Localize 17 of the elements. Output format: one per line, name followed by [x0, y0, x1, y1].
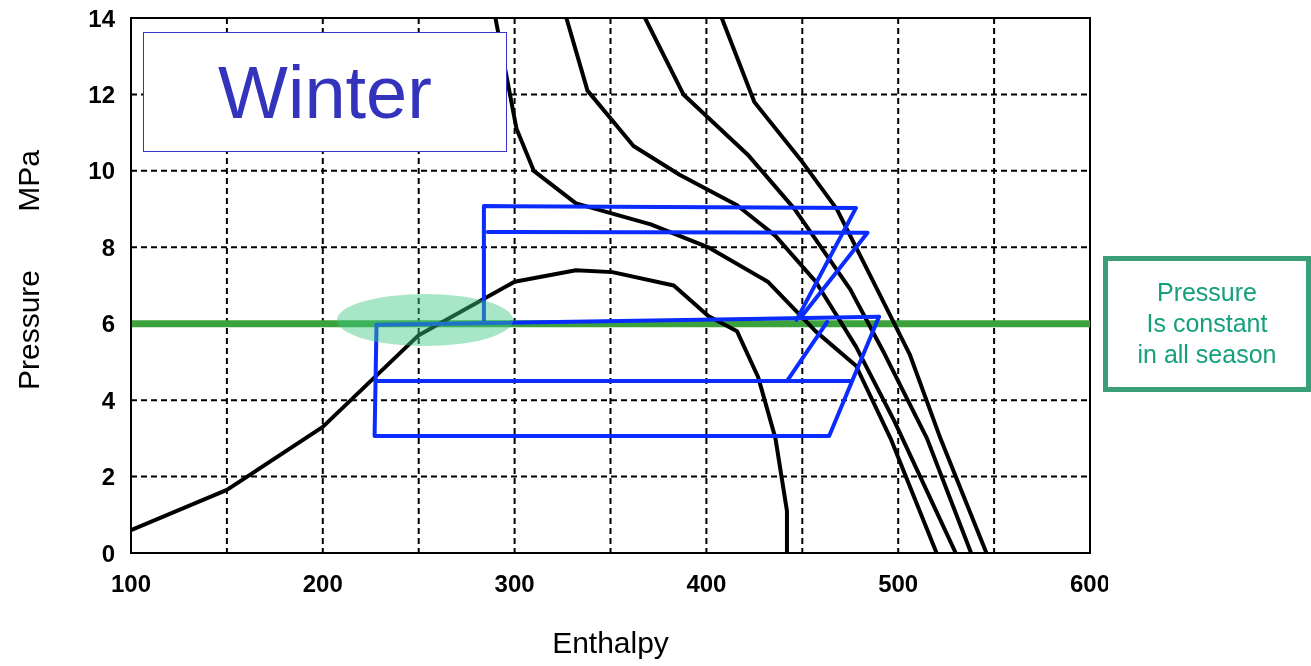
y-tick-label: 2 [101, 463, 115, 491]
y-tick-label: 12 [88, 80, 115, 108]
x-tick-label: 200 [302, 570, 343, 598]
x-tick-label: 100 [110, 570, 152, 598]
y-tick-label: 6 [101, 310, 115, 338]
y-tick-label: 4 [101, 386, 116, 414]
text: Pressure Is constant in all season [1103, 255, 1311, 392]
y-tick-label: 0 [101, 539, 115, 567]
y-tick-label: 10 [88, 157, 115, 185]
text: Pressure MPa [12, 149, 45, 391]
x-axis-title: Enthalpy [552, 626, 669, 659]
x-tick-label: 500 [878, 570, 919, 598]
x-tick-label: 400 [686, 570, 727, 598]
x-tick-label: 300 [494, 570, 535, 598]
chart-title: Winter [143, 32, 507, 152]
y-tick-label: 8 [101, 233, 115, 261]
y-tick-label: 14 [88, 4, 116, 32]
